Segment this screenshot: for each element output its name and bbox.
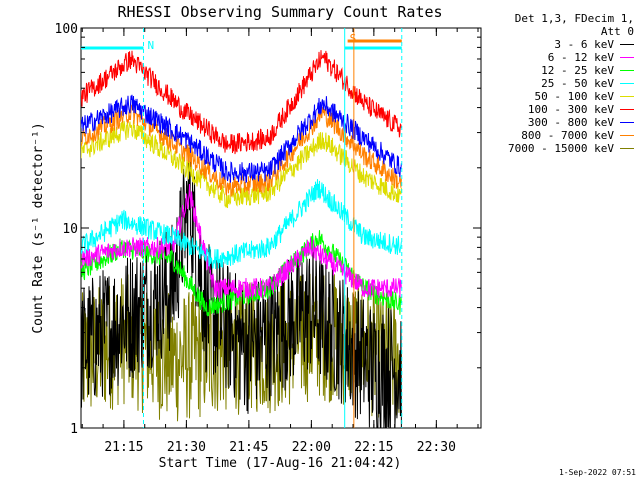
- legend-entry-label: 25 - 50 keV: [541, 77, 614, 90]
- series-layer: [81, 50, 402, 428]
- legend-swatch: [620, 70, 634, 71]
- y-tick-label: 100: [55, 22, 78, 37]
- chart-title: RHESSI Observing Summary Count Rates: [117, 3, 442, 21]
- legend-swatch: [620, 122, 634, 123]
- legend: Det 1,3, FDecim 1, Att 0 3 - 6 keV 6 - 12…: [464, 12, 634, 155]
- legend-swatch: [620, 44, 634, 45]
- legend-swatch: [620, 109, 634, 110]
- legend-entry-label: 300 - 800 keV: [527, 116, 614, 129]
- x-tick-label: 22:15: [354, 440, 393, 455]
- legend-entry: 3 - 6 keV: [464, 38, 634, 51]
- y-tick-label: 10: [62, 222, 78, 237]
- series-line: [81, 120, 402, 209]
- legend-entry: 100 - 300 keV: [464, 103, 634, 116]
- series-line: [81, 94, 402, 184]
- x-tick-label: 21:45: [229, 440, 268, 455]
- series-line: [81, 50, 402, 155]
- legend-entry: 12 - 25 keV: [464, 64, 634, 77]
- legend-header-2: Att 0: [600, 25, 634, 38]
- legend-entry: 50 - 100 keV: [464, 90, 634, 103]
- legend-entry-label: 800 - 7000 keV: [521, 129, 614, 142]
- legend-swatch: [620, 96, 634, 97]
- legend-entry-label: 7000 - 15000 keV: [508, 142, 614, 155]
- series-line: [81, 183, 402, 299]
- legend-entry: 800 - 7000 keV: [464, 129, 634, 142]
- series-line: [81, 103, 402, 197]
- x-tick-label: 22:00: [292, 440, 331, 455]
- legend-entry: 300 - 800 keV: [464, 116, 634, 129]
- legend-swatch: [620, 57, 634, 58]
- legend-entry-label: 6 - 12 keV: [547, 51, 614, 64]
- y-tick-label: 1: [70, 422, 78, 437]
- x-tick-label: 21:30: [167, 440, 206, 455]
- legend-entry-label: 3 - 6 keV: [554, 38, 614, 51]
- legend-swatch: [620, 148, 634, 149]
- legend-header-1: Det 1,3, FDecim 1,: [514, 12, 634, 25]
- legend-entry-label: 50 - 100 keV: [534, 90, 614, 103]
- flag-label: N: [147, 39, 154, 52]
- legend-entry-label: 100 - 300 keV: [527, 103, 614, 116]
- flag-label: S: [350, 32, 357, 45]
- legend-entry: 6 - 12 keV: [464, 51, 634, 64]
- legend-entry: 7000 - 15000 keV: [464, 142, 634, 155]
- legend-entry: 25 - 50 keV: [464, 77, 634, 90]
- legend-entry-label: 12 - 25 keV: [541, 64, 614, 77]
- legend-entries: 3 - 6 keV 6 - 12 keV 12 - 25 keV 25 - 50 ke…: [464, 38, 634, 155]
- legend-swatch: [620, 135, 634, 136]
- axes-layer: 21:15 21:30 21:45 22:00 22:15 22:30 1 10 100: [55, 22, 481, 455]
- x-tick-label: 21:15: [104, 440, 143, 455]
- generated-timestamp: 1-Sep-2022 07:51: [558, 468, 636, 477]
- y-axis-label: Count Rate (s⁻¹ detector⁻¹): [31, 122, 46, 333]
- series-line: [81, 145, 402, 428]
- marker-layer: [142, 28, 403, 428]
- x-axis-label: Start Time (17-Aug-16 21:04:42): [159, 456, 402, 471]
- series-line: [81, 179, 402, 270]
- legend-swatch: [620, 83, 634, 84]
- x-tick-label: 22:30: [417, 440, 456, 455]
